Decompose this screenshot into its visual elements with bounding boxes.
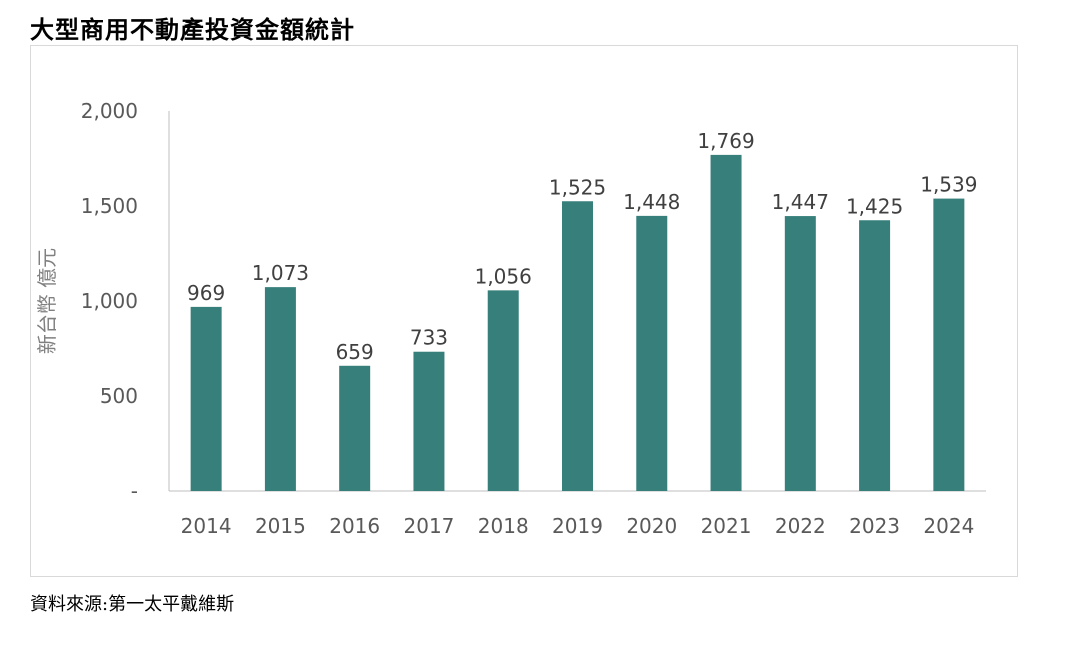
bar [710, 154, 742, 491]
bar-value-label: 1,425 [846, 194, 903, 218]
y-tick-label: 1,000 [81, 289, 138, 313]
y-tick-label: 500 [100, 384, 138, 408]
x-tick-label: 2018 [478, 514, 529, 538]
bar-value-label: 1,448 [623, 190, 680, 214]
x-tick-label: 2019 [552, 514, 603, 538]
bar [487, 290, 519, 491]
x-tick-label: 2024 [923, 514, 974, 538]
bar-value-label: 733 [410, 326, 448, 350]
y-tick-label: 2,000 [81, 99, 138, 123]
bar-value-label: 1,539 [920, 173, 977, 197]
y-axis-title: 新台幣 億元 [35, 248, 59, 354]
bar [636, 215, 668, 491]
bar [933, 198, 965, 491]
bar [190, 306, 222, 491]
bar [859, 220, 891, 491]
bar [264, 287, 296, 491]
bar-value-label: 1,769 [697, 129, 754, 153]
x-tick-label: 2015 [255, 514, 306, 538]
y-tick-label: - [131, 479, 138, 503]
bar-chart: - 500 1,000 1,500 2,000 新台幣 億元 969 2014 1,073 201… [35, 99, 986, 538]
x-tick-label: 2017 [404, 514, 455, 538]
bar [339, 365, 371, 491]
bar [413, 351, 445, 491]
x-tick-label: 2020 [626, 514, 677, 538]
x-tick-label: 2023 [849, 514, 900, 538]
bar-value-label: 1,525 [549, 175, 606, 199]
y-tick-label: 1,500 [81, 194, 138, 218]
bar-value-label: 1,447 [772, 190, 829, 214]
x-tick-label: 2016 [329, 514, 380, 538]
bar-value-label: 1,056 [475, 264, 532, 288]
x-tick-label: 2014 [181, 514, 232, 538]
bar-value-label: 659 [336, 340, 374, 364]
bar-value-label: 969 [187, 281, 225, 305]
page-title: 大型商用不動產投資金額統計 [30, 15, 355, 44]
x-tick-label: 2022 [775, 514, 826, 538]
bar [784, 216, 816, 491]
bar [562, 201, 593, 491]
bar-value-label: 1,073 [252, 261, 309, 285]
source-note: 資料來源:第一太平戴維斯 [30, 594, 235, 615]
x-tick-label: 2021 [701, 514, 752, 538]
